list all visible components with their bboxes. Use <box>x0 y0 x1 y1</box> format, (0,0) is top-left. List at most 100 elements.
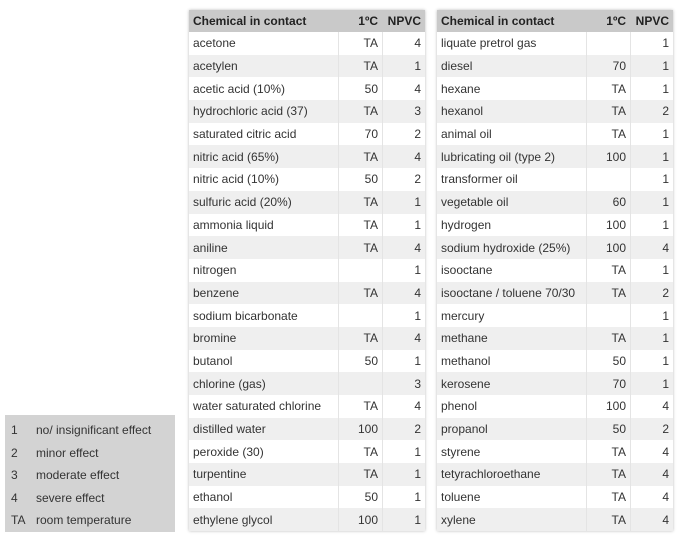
legend-key: 1 <box>11 423 18 438</box>
table-row: xylene TA 4 <box>437 508 673 532</box>
table-row: propanol 50 2 <box>437 417 673 441</box>
rating-cell: 1 <box>630 349 673 373</box>
chemical-cell: methane <box>441 331 488 346</box>
temperature-cell: TA <box>338 190 382 214</box>
table-row: hydrochloric acid (37) TA 3 <box>189 100 425 123</box>
table-row: animal oil TA 1 <box>437 122 673 146</box>
temperature-cell: 100 <box>338 508 382 532</box>
table-row: turpentine TA 1 <box>189 463 425 486</box>
rating-cell: 4 <box>382 236 425 259</box>
table-row: isooctane / toluene 70/30 TA 2 <box>437 281 673 305</box>
table-row: acetone TA 4 <box>189 32 425 55</box>
temperature-cell: TA <box>586 281 630 305</box>
temperature-cell: TA <box>338 440 382 464</box>
rating-cell: 4 <box>630 485 673 509</box>
header-cell: Chemical in contact <box>193 14 307 28</box>
chemical-cell: isooctane / toluene 70/30 <box>441 285 576 300</box>
rating-cell: 1 <box>382 304 425 327</box>
temperature-cell: TA <box>338 236 382 259</box>
table-row: benzene TA 4 <box>189 281 425 305</box>
rating-cell: 2 <box>630 417 673 441</box>
temperature-cell: 100 <box>586 236 630 259</box>
chemical-cell: vegetable oil <box>441 195 509 210</box>
table-row: lubricating oil (type 2) 100 1 <box>437 145 673 169</box>
table-row: sulfuric acid (20%) TA 1 <box>189 190 425 214</box>
legend-key: 2 <box>11 445 18 460</box>
header-cell: 1ºC <box>358 14 378 28</box>
legend-text: moderate effect <box>36 468 120 483</box>
table-row: styrene TA 4 <box>437 440 673 464</box>
rating-cell: 4 <box>382 326 425 350</box>
chemical-cell: methanol <box>441 353 491 368</box>
chemical-cell: saturated citric acid <box>193 127 297 142</box>
rating-cell: 4 <box>382 77 425 101</box>
chemical-cell: sodium hydroxide (25%) <box>441 240 571 255</box>
temperature-cell <box>586 304 630 327</box>
rating-cell: 4 <box>382 32 425 55</box>
header-row: Chemical in contact 1ºC NPVC <box>189 10 425 32</box>
chemical-cell: butanol <box>193 353 233 368</box>
temperature-cell: TA <box>586 122 630 146</box>
chemical-cell: nitric acid (65%) <box>193 149 280 164</box>
table-row: tetyrachloroethane TA 4 <box>437 463 673 486</box>
resistance-table: Chemical in contact 1ºC NPVC acetone TA 4 acet… <box>189 10 425 532</box>
temperature-cell <box>338 304 382 327</box>
rating-cell: 4 <box>630 463 673 486</box>
chemical-cell: xylene <box>441 512 476 527</box>
chemical-cell: nitrogen <box>193 263 237 278</box>
chemical-cell: transformer oil <box>441 172 518 187</box>
rating-cell: 1 <box>382 463 425 486</box>
table-row: ethylene glycol 100 1 <box>189 508 425 532</box>
temperature-cell: 70 <box>586 372 630 395</box>
temperature-cell: 100 <box>338 417 382 441</box>
chemical-cell: diesel <box>441 59 473 74</box>
rating-cell: 1 <box>630 145 673 169</box>
temperature-cell: TA <box>338 213 382 237</box>
chemical-cell: styrene <box>441 444 481 459</box>
table-row: chlorine (gas) 3 <box>189 372 425 395</box>
table-row: ammonia liquid TA 1 <box>189 213 425 237</box>
temperature-cell: TA <box>338 281 382 305</box>
temperature-cell: 70 <box>586 54 630 78</box>
table-row: kerosene 70 1 <box>437 372 673 395</box>
chemical-cell: aniline <box>193 240 228 255</box>
rating-cell: 2 <box>382 122 425 146</box>
header-cell: NPVC <box>635 14 669 28</box>
chemical-cell: animal oil <box>441 127 492 142</box>
chemical-cell: acetylen <box>193 59 238 74</box>
chemical-cell: distilled water <box>193 422 266 437</box>
chemical-cell: liquate pretrol gas <box>441 36 537 51</box>
temperature-cell: 100 <box>586 395 630 418</box>
table-row: butanol 50 1 <box>189 349 425 373</box>
temperature-cell: TA <box>338 395 382 418</box>
chemical-cell: peroxide (30) <box>193 444 264 459</box>
legend-text: room temperature <box>36 513 132 528</box>
chemical-cell: isooctane <box>441 263 493 278</box>
header-cell: 1ºC <box>606 14 626 28</box>
temperature-cell: TA <box>338 32 382 55</box>
rating-cell: 1 <box>630 213 673 237</box>
chemical-cell: phenol <box>441 399 478 414</box>
legend-item: 2 minor effect <box>5 442 175 465</box>
table-row: hydrogen 100 1 <box>437 213 673 237</box>
legend-text: no/ insignificant effect <box>36 423 152 438</box>
temperature-cell: TA <box>338 54 382 78</box>
table-row: diesel 70 1 <box>437 54 673 78</box>
table-row: bromine TA 4 <box>189 326 425 350</box>
temperature-cell: 50 <box>586 349 630 373</box>
rating-cell: 1 <box>382 349 425 373</box>
rating-cell: 2 <box>382 417 425 441</box>
legend-item: 4 severe effect <box>5 487 175 510</box>
rating-cell: 4 <box>382 395 425 418</box>
table-row: nitric acid (65%) TA 4 <box>189 145 425 169</box>
chemical-cell: acetic acid (10%) <box>193 81 286 96</box>
temperature-cell: 50 <box>338 77 382 101</box>
rating-cell: 1 <box>630 77 673 101</box>
rating-cell: 1 <box>630 258 673 282</box>
chemical-cell: sulfuric acid (20%) <box>193 195 292 210</box>
temperature-cell: TA <box>586 326 630 350</box>
legend-item: TA room temperature <box>5 509 175 532</box>
header-row: Chemical in contact 1ºC NPVC <box>437 10 673 32</box>
temperature-cell: 50 <box>338 168 382 191</box>
rating-cell: 4 <box>382 145 425 169</box>
